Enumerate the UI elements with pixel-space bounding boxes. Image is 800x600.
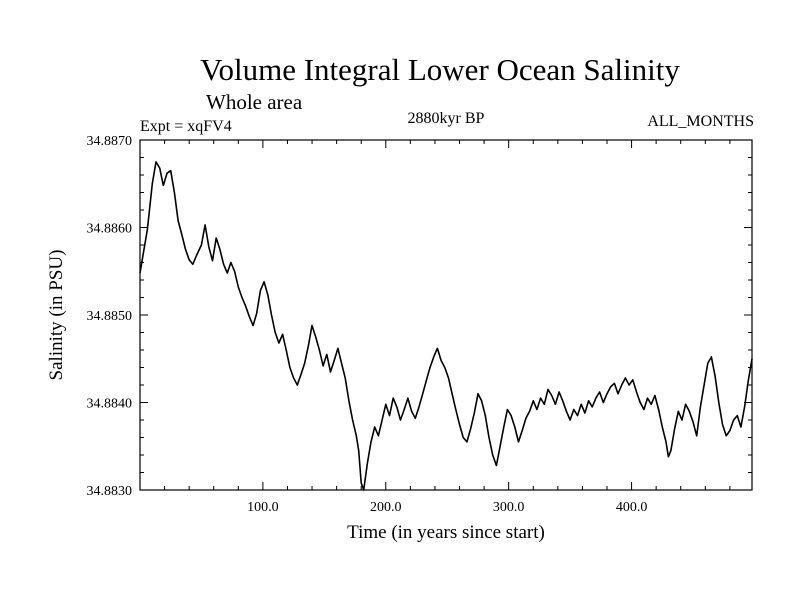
y-tick-label: 34.8870 [87,134,133,149]
y-tick-label: 34.8860 [87,222,133,237]
y-tick-label: 34.8830 [87,484,133,499]
x-tick-label: 100.0 [247,500,279,515]
axis-ticks [140,139,752,491]
period-label: 2880kyr BP [408,110,485,127]
x-tick-label: 300.0 [493,500,525,515]
months-label: ALL_MONTHS [647,113,754,130]
chart-subtitle: Whole area [206,90,303,114]
y-axis-label: Salinity (in PSU) [46,250,67,381]
x-axis-label: Time (in years since start) [347,522,545,543]
x-tick-label: 200.0 [370,500,402,515]
tick-labels: 100.0 200.0 300.0 400.0 34.8830 34.8840 34.885… [87,134,648,515]
y-tick-label: 34.8850 [87,309,133,324]
experiment-label: Expt = xqFV4 [140,118,232,135]
plot-frame [139,139,753,491]
salinity-series-line [139,161,753,491]
chart-title: Volume Integral Lower Ocean Salinity [200,52,680,87]
x-tick-label: 400.0 [616,500,648,515]
y-tick-label: 34.8840 [87,397,133,412]
